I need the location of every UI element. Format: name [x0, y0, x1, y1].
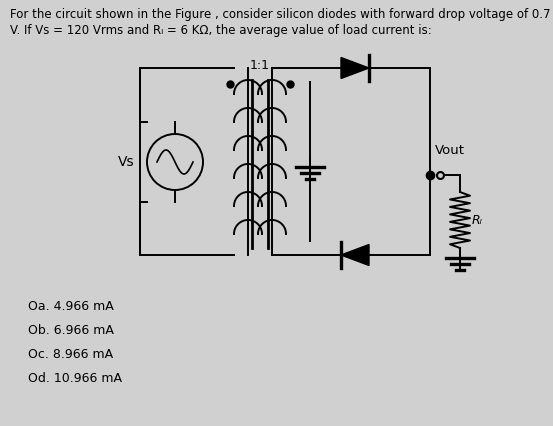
Text: V. If Vs = 120 Vrms and Rₗ = 6 KΩ, the average value of load current is:: V. If Vs = 120 Vrms and Rₗ = 6 KΩ, the a…	[10, 24, 432, 37]
Text: Rₗ: Rₗ	[472, 213, 483, 227]
Text: Oa. 4.966 mA: Oa. 4.966 mA	[28, 300, 114, 313]
Text: For the circuit shown in the Figure , consider silicon diodes with forward drop : For the circuit shown in the Figure , co…	[10, 8, 550, 21]
Text: Ob. 6.966 mA: Ob. 6.966 mA	[28, 324, 114, 337]
Text: Vout: Vout	[435, 144, 465, 157]
Text: Od. 10.966 mA: Od. 10.966 mA	[28, 372, 122, 385]
Polygon shape	[341, 245, 369, 265]
Polygon shape	[341, 58, 369, 78]
Text: Oc. 8.966 mA: Oc. 8.966 mA	[28, 348, 113, 361]
Text: Vs: Vs	[118, 155, 135, 169]
Text: 1:1: 1:1	[250, 59, 270, 72]
